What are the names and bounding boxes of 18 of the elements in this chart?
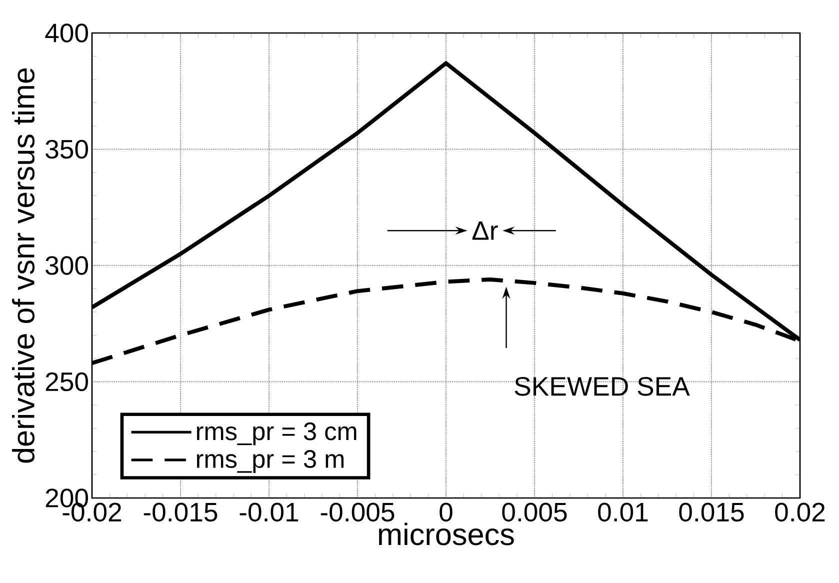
x-axis-title: microsecs <box>379 522 514 546</box>
x-tick-label: 0.005 <box>502 502 567 522</box>
x-tick-label: 0.015 <box>679 502 744 522</box>
y-tick-label: 350 <box>46 140 88 159</box>
x-tick-label: 0 <box>440 502 452 522</box>
annotation: Δr <box>472 221 498 240</box>
y-axis-title: derivative of vsnr versus time <box>12 68 35 463</box>
x-tick-label: 0.02 <box>775 502 825 522</box>
legend-label: rms_pr = 3 cm <box>196 422 356 446</box>
y-tick-label: 400 <box>45 24 88 42</box>
x-tick-label: -0.01 <box>240 502 298 522</box>
y-tick-label: 250 <box>46 372 88 392</box>
x-tick-label: -0.015 <box>144 502 218 522</box>
x-tick-label: 0.01 <box>598 502 648 522</box>
legend-label: rms_pr = 3 m <box>196 450 344 473</box>
y-tick-label: 300 <box>46 256 88 275</box>
annotation: SKEWED SEA <box>514 376 690 396</box>
x-tick-label: -0.005 <box>320 502 394 522</box>
